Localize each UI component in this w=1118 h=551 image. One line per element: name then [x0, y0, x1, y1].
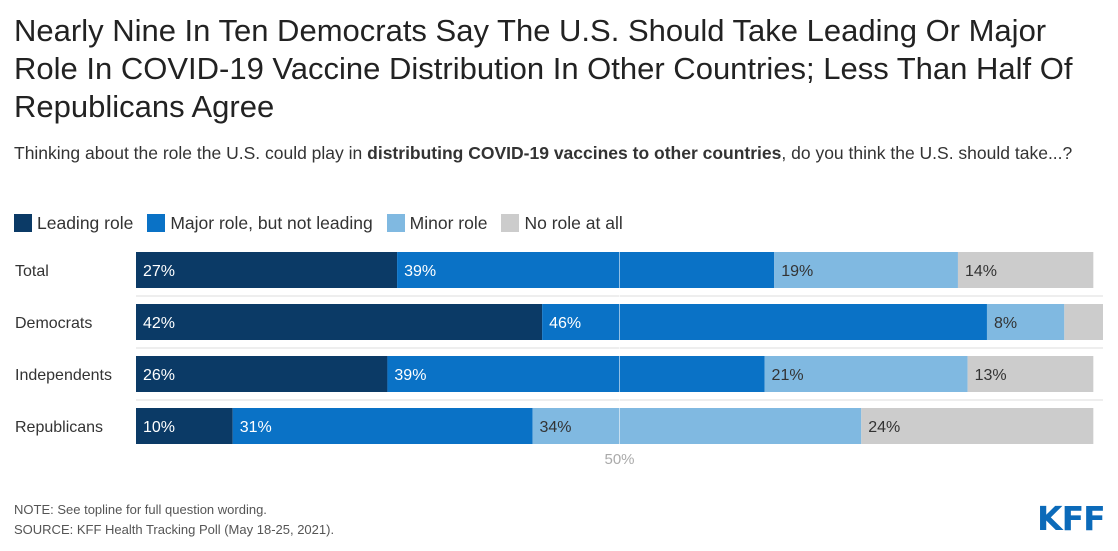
legend-label-leading: Leading role [37, 212, 134, 233]
data-label-total-minor: 19% [781, 263, 813, 280]
subtitle-text-end: , do you think the U.S. should take...? [781, 143, 1073, 163]
data-label-total-leading: 27% [143, 263, 175, 280]
legend-item-minor: Minor role [386, 212, 488, 234]
data-label-independents-leading: 26% [143, 367, 175, 384]
bar-total-major [397, 252, 775, 288]
chart-legend: Leading role Major role, but not leading… [14, 211, 637, 235]
bar-republicans-leading [136, 408, 233, 444]
bar-republicans-none [861, 408, 1094, 444]
bar-total-minor [774, 252, 958, 288]
subtitle-text: Thinking about the role the U.S. could p… [14, 143, 368, 163]
category-label-republicans: Republicans [15, 419, 103, 436]
subtitle-bold-text: distributing COVID-19 vaccines to other … [367, 143, 782, 163]
legend-item-leading: Leading role [14, 213, 133, 234]
bar-democrats-major [542, 304, 987, 340]
bar-total-leading [136, 252, 398, 288]
data-label-independents-minor: 21% [772, 367, 804, 384]
chart-subtitle: Thinking about the role the U.S. could p… [14, 141, 1109, 165]
legend-item-none: No role at all [501, 212, 623, 234]
category-label-independents: Independents [15, 367, 112, 384]
data-label-independents-major: 39% [394, 367, 426, 384]
bar-republicans-major [232, 408, 533, 444]
data-label-democrats-major: 46% [549, 315, 581, 332]
data-label-republicans-none: 24% [868, 419, 900, 436]
data-label-total-none: 14% [965, 263, 997, 280]
legend-item-major: Major role, but not leading [147, 212, 373, 234]
data-label-republicans-leading: 10% [143, 419, 175, 436]
reference-line-label: 50% [604, 451, 634, 468]
data-label-republicans-major: 31% [240, 419, 272, 436]
kff-logo: KFF [1037, 499, 1106, 538]
legend-swatch-leading [14, 214, 32, 232]
bar-democrats-none [1064, 304, 1103, 340]
bar-total-none [957, 252, 1094, 288]
bar-republicans-minor [532, 408, 862, 444]
data-label-total-major: 39% [404, 263, 436, 280]
stacked-bar-chart: Total 27% 39% 19% 14% Democrats 42% 46% 8% Indepe… [15, 252, 1103, 468]
data-label-democrats-minor: 8% [994, 315, 1017, 332]
footer-note: NOTE: See topline for full question word… [14, 502, 267, 517]
bar-independents-leading [136, 356, 388, 392]
bar-independents-minor [764, 356, 968, 392]
bar-independents-major [387, 356, 765, 392]
legend-label-minor: Minor role [409, 212, 488, 233]
legend-swatch-none [501, 214, 520, 232]
legend-label-major: Major role, but not leading [170, 212, 373, 233]
legend-label-none: No role at all [524, 212, 623, 233]
legend-swatch-minor [386, 214, 405, 232]
bar-democrats-minor [986, 304, 1065, 340]
category-label-total: Total [15, 263, 49, 280]
data-label-democrats-leading: 42% [143, 315, 175, 332]
chart-footer: NOTE: See topline for full question word… [14, 500, 334, 540]
footer-source: SOURCE: KFF Health Tracking Poll (May 18… [14, 522, 335, 537]
category-label-democrats: Democrats [15, 315, 92, 332]
bar-democrats-leading [136, 304, 543, 340]
data-label-republicans-minor: 34% [539, 419, 571, 436]
chart-title: Nearly Nine In Ten Democrats Say The U.S… [14, 13, 1073, 124]
bar-independents-none [967, 356, 1094, 392]
legend-swatch-major [147, 214, 166, 232]
data-label-independents-none: 13% [975, 367, 1007, 384]
